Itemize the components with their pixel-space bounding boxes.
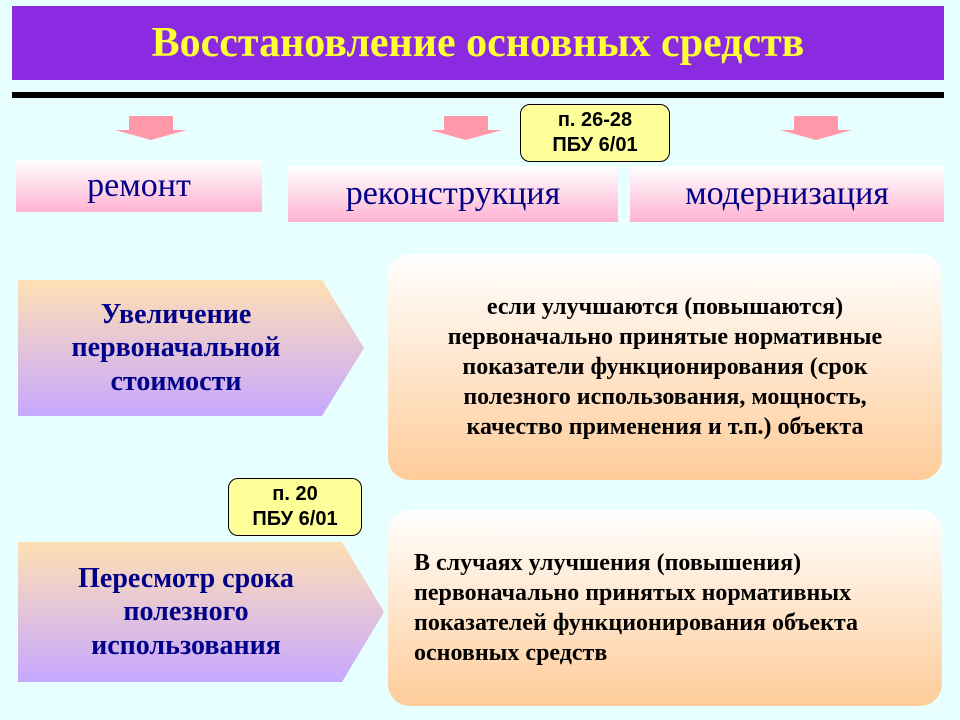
arrow-down-1	[115, 116, 187, 140]
info-box-1: если улучшаются (повышаются) первоначаль…	[388, 254, 942, 480]
info-box-2: В случаях улучшения (повышения) первонач…	[388, 510, 942, 706]
slide-title: Восстановление основных средств	[12, 6, 944, 80]
category-remont: ремонт	[16, 160, 262, 212]
slide-canvas: Восстановление основных средств ремонт р…	[0, 0, 960, 720]
category-label: модернизация	[685, 175, 889, 213]
reference-text: п. 20 ПБУ 6/01	[252, 482, 337, 532]
arrow-down-3	[780, 116, 852, 140]
pentagon-label: Увеличение первоначальной стоимости	[30, 298, 322, 399]
slide-title-text: Восстановление основных средств	[152, 19, 805, 67]
title-underline	[12, 92, 944, 98]
category-label: ремонт	[87, 167, 191, 205]
category-label: реконструкция	[346, 175, 561, 213]
pentagon-revise-life: Пересмотр срока полезного использования	[18, 542, 384, 682]
reference-box-2: п. 20 ПБУ 6/01	[228, 478, 362, 536]
pentagon-label: Пересмотр срока полезного использования	[30, 562, 342, 663]
reference-text: п. 26-28 ПБУ 6/01	[552, 108, 637, 158]
info-text: если улучшаются (повышаются) первоначаль…	[414, 292, 916, 442]
reference-box-1: п. 26-28 ПБУ 6/01	[520, 104, 670, 162]
arrow-down-2	[430, 116, 502, 140]
pentagon-increase-cost: Увеличение первоначальной стоимости	[18, 280, 364, 416]
category-modernizaciya: модернизация	[630, 166, 944, 222]
info-text: В случаях улучшения (повышения) первонач…	[414, 548, 916, 668]
category-rekonstrukciya: реконструкция	[288, 166, 618, 222]
